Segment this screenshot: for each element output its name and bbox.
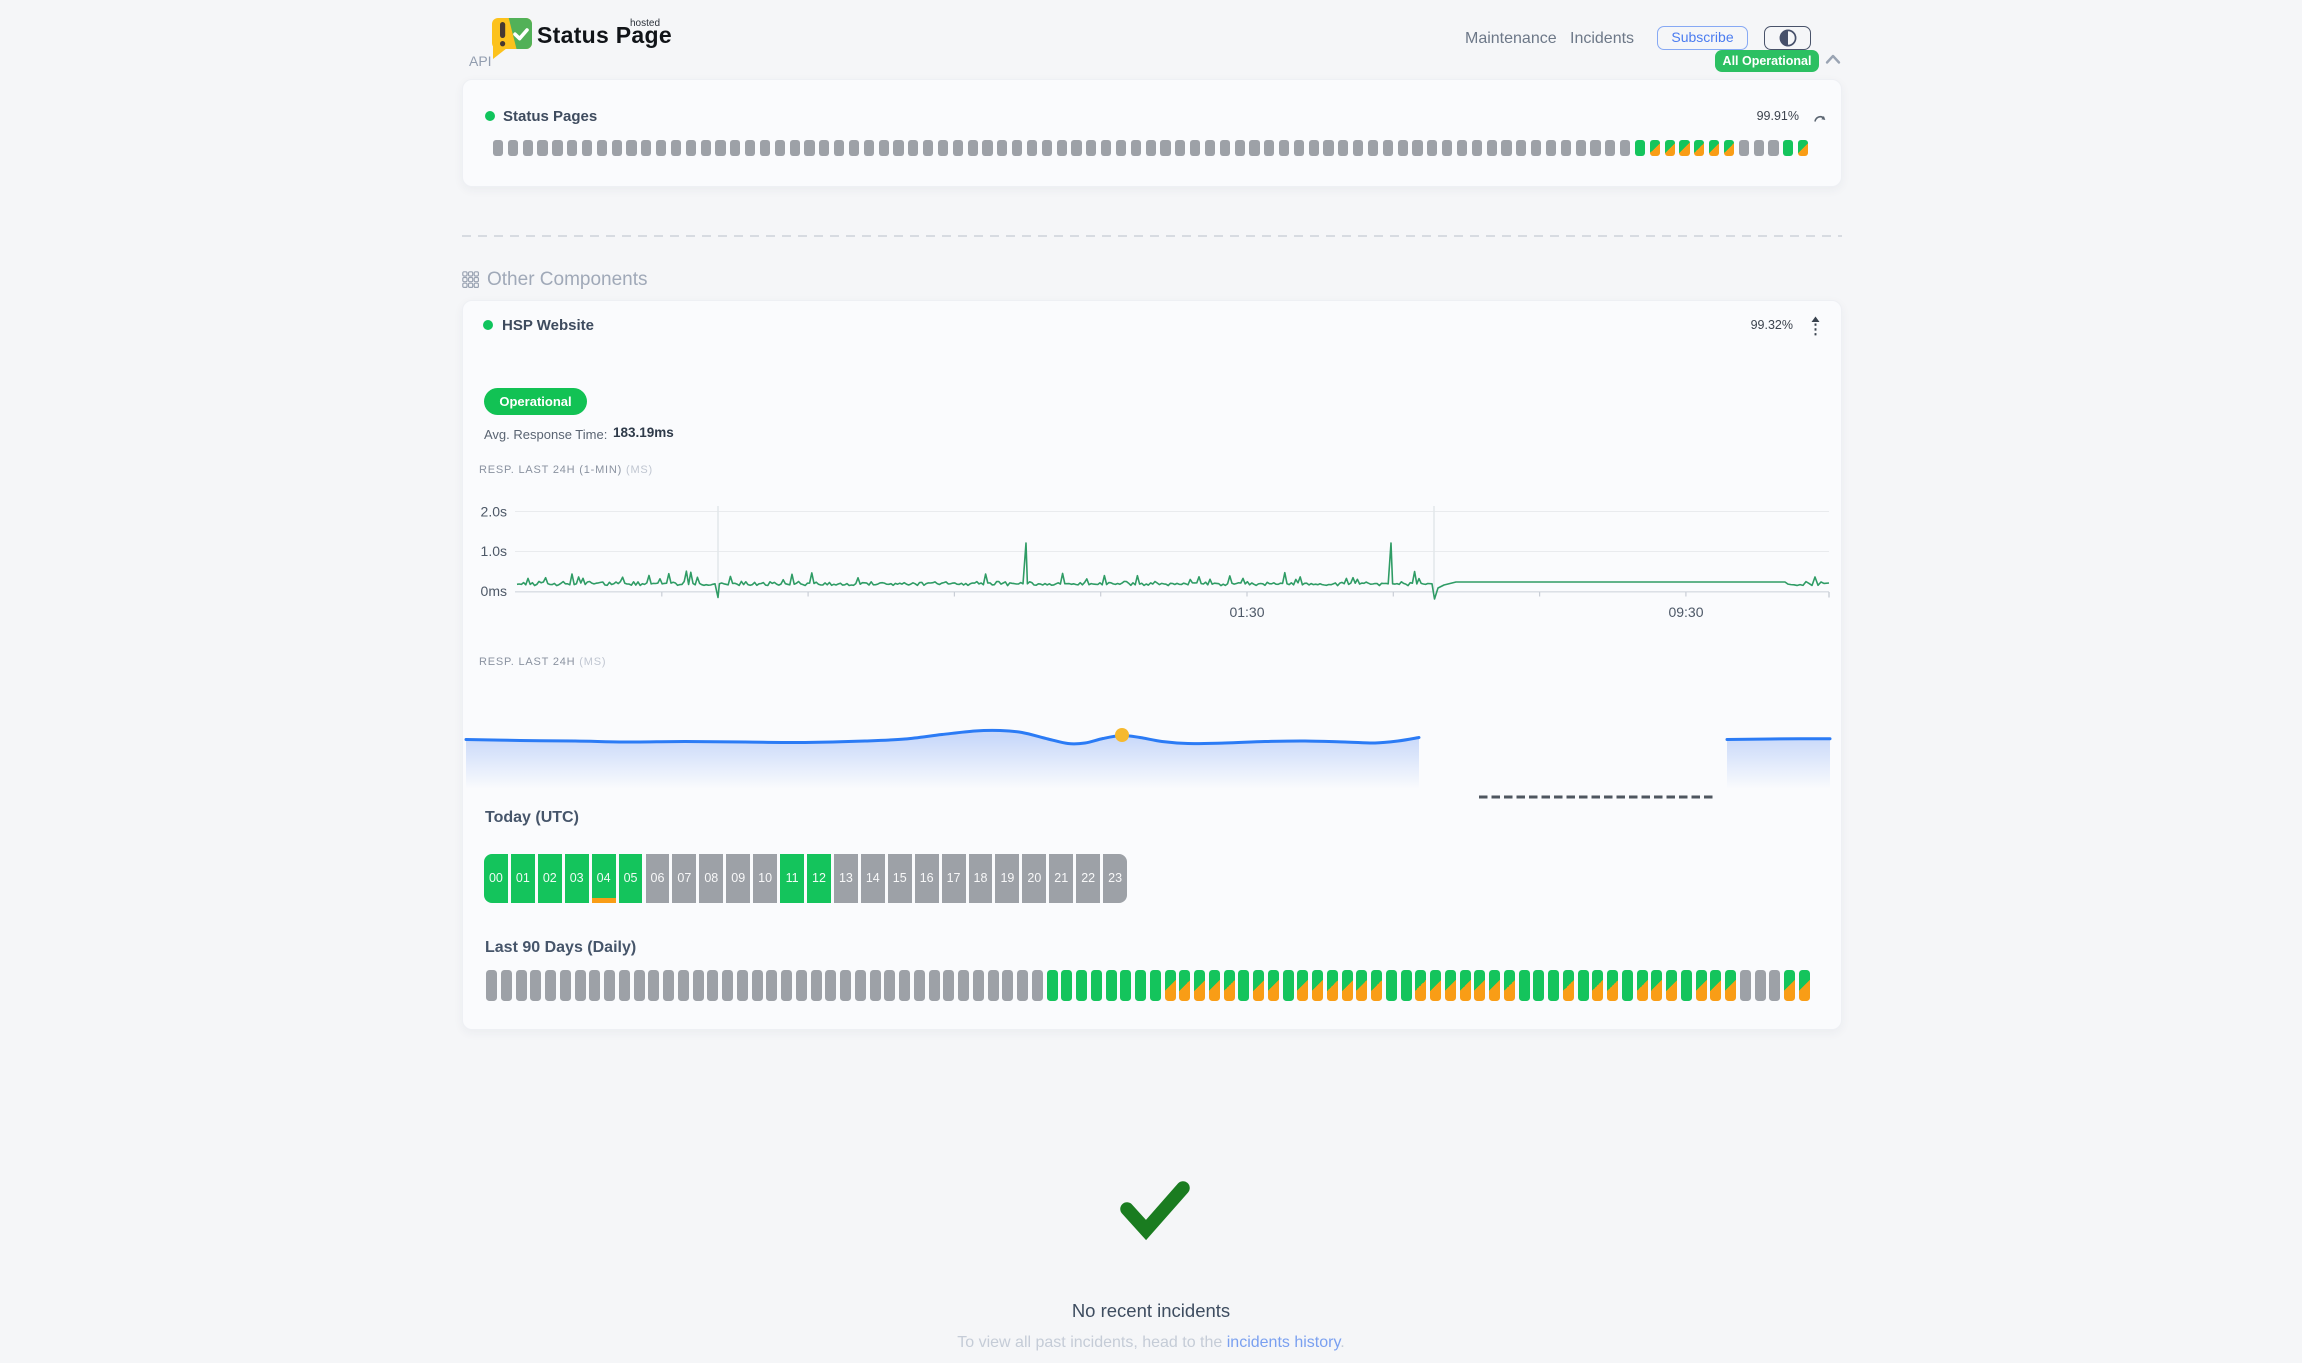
svg-text:0ms: 0ms: [481, 583, 507, 599]
svg-text:09:30: 09:30: [1668, 604, 1703, 620]
svg-text:2.0s: 2.0s: [481, 504, 507, 520]
svg-text:01:30: 01:30: [1229, 604, 1264, 620]
svg-text:1.0s: 1.0s: [481, 543, 507, 559]
